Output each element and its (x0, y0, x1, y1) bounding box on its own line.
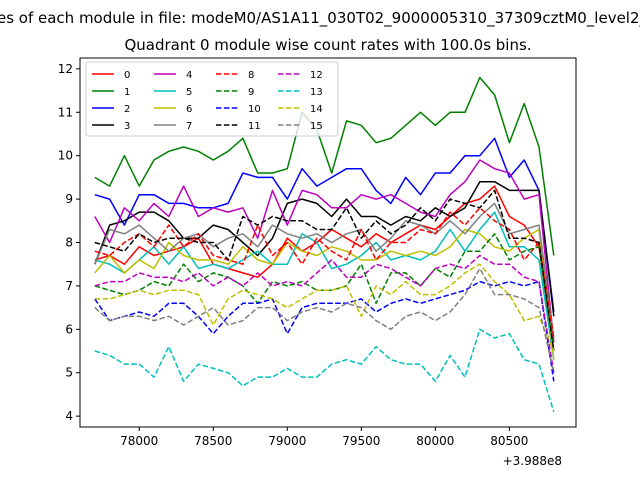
y-tick-label: 5 (65, 366, 73, 380)
x-axis: 78000 78500 79000 79500 80000 80500 (120, 427, 528, 448)
series-line-14 (94, 263, 555, 352)
legend-label-5: 5 (186, 87, 192, 98)
series-line-13 (94, 328, 555, 413)
legend-box (85, 61, 339, 137)
legend-label-11: 11 (248, 121, 261, 132)
y-tick-label: 12 (58, 62, 73, 76)
y-tick-label: 8 (65, 236, 73, 250)
series-line-2 (94, 137, 555, 313)
y-tick-label: 6 (65, 322, 73, 336)
legend-label-15: 15 (310, 121, 323, 132)
y-tick-label: 7 (65, 279, 73, 293)
legend-label-13: 13 (310, 87, 323, 98)
legend-label-10: 10 (248, 104, 261, 115)
series-line-9 (94, 233, 555, 352)
series-line-15 (94, 267, 555, 373)
legend-label-4: 4 (186, 70, 192, 81)
series-line-12 (94, 254, 555, 373)
legend-label-0: 0 (124, 70, 130, 81)
legend-label-14: 14 (310, 104, 323, 115)
legend-label-8: 8 (248, 70, 254, 81)
x-tick-label: 79000 (268, 434, 306, 448)
series-line-4 (94, 159, 555, 343)
y-tick-label: 4 (65, 409, 73, 423)
x-tick-label: 78000 (120, 434, 158, 448)
legend-label-12: 12 (310, 70, 323, 81)
legend-label-7: 7 (186, 121, 192, 132)
x-tick-label: 78500 (194, 434, 232, 448)
y-tick-label: 11 (58, 105, 73, 119)
x-tick-label: 80000 (416, 434, 454, 448)
legend-label-6: 6 (186, 104, 192, 115)
series-line-0 (94, 185, 555, 352)
y-tick-label: 9 (65, 192, 73, 206)
plot-area (79, 57, 577, 428)
series-line-10 (94, 280, 555, 382)
x-tick-label: 79500 (342, 434, 380, 448)
series-line-6 (94, 228, 555, 360)
y-tick-label: 10 (58, 149, 73, 163)
legend-label-1: 1 (124, 87, 130, 98)
legend-label-3: 3 (124, 121, 130, 132)
series-line-8 (94, 207, 555, 339)
series-line-7 (94, 202, 555, 339)
series-line-11 (94, 189, 555, 352)
legend-label-2: 2 (124, 104, 130, 115)
x-tick-label: 80500 (490, 434, 528, 448)
legend-label-9: 9 (248, 87, 254, 98)
chart-title: Quadrant 0 module wise count rates with … (124, 36, 531, 54)
series-line-3 (94, 180, 555, 317)
chart-suptitle: Plot of lightcurves of each module in fi… (0, 9, 640, 28)
series-line-1 (94, 76, 555, 256)
x-offset-label: +3.988e8 (503, 454, 562, 468)
y-axis: 4 5 6 7 8 9 10 11 12 (58, 62, 80, 423)
